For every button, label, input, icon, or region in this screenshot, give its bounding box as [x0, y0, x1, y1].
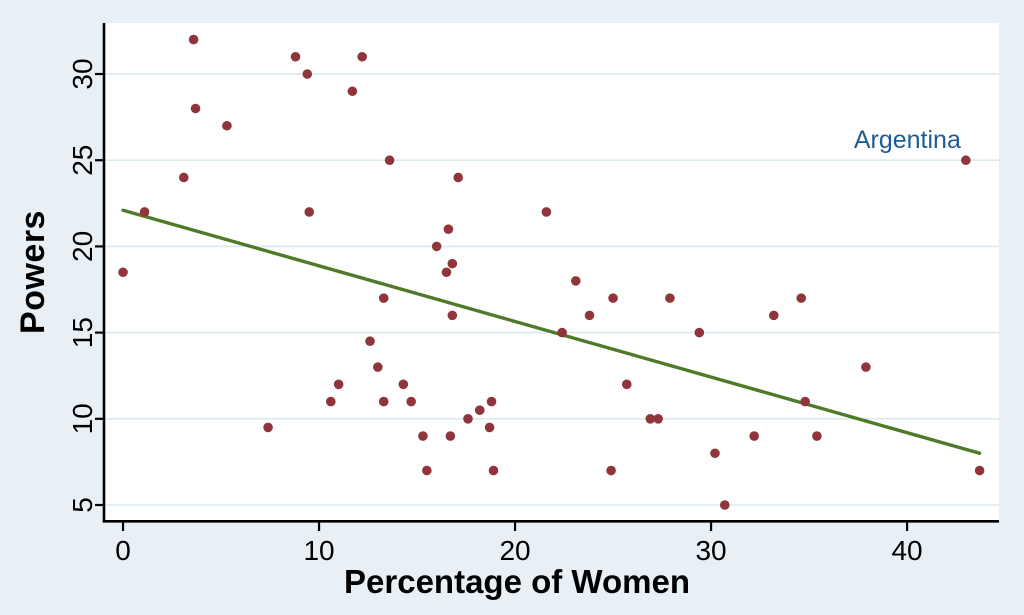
data-point	[749, 431, 759, 441]
data-point	[488, 465, 499, 476]
data-point	[398, 379, 409, 390]
y-tick-label: 15	[67, 317, 98, 348]
data-point	[445, 431, 456, 441]
data-point	[694, 327, 705, 338]
data-point	[302, 69, 313, 79]
data-point	[263, 422, 273, 433]
data-point	[406, 396, 416, 407]
data-point	[645, 414, 656, 424]
data-point	[621, 379, 632, 390]
data-point	[118, 267, 128, 278]
data-point	[447, 310, 458, 321]
x-axis-title: Percentage of Women	[344, 563, 690, 600]
data-point	[861, 362, 871, 372]
x-tick-label: 10	[303, 535, 334, 566]
y-tick-label: 10	[67, 403, 98, 434]
data-point	[484, 422, 495, 433]
data-point	[571, 276, 581, 286]
data-point	[441, 267, 452, 278]
data-point	[326, 396, 336, 407]
data-point	[378, 396, 389, 407]
data-point	[608, 293, 618, 303]
data-point	[974, 465, 985, 476]
x-tick-label: 40	[891, 535, 922, 566]
data-point	[584, 310, 595, 321]
trend-line	[121, 208, 982, 455]
data-point	[463, 414, 473, 424]
data-point	[333, 379, 344, 390]
data-point	[290, 51, 301, 62]
data-point	[961, 155, 971, 166]
data-point	[178, 172, 189, 183]
data-point	[304, 207, 315, 217]
data-point	[222, 120, 232, 131]
y-tick-label: 5	[67, 497, 98, 513]
data-point	[796, 293, 807, 303]
data-point	[800, 396, 810, 407]
y-tick-label: 30	[67, 58, 98, 89]
data-point	[474, 405, 485, 415]
data-point	[357, 51, 367, 62]
data-point	[422, 465, 432, 476]
y-axis-title: Powers	[14, 210, 52, 334]
data-point	[190, 103, 201, 114]
data-point	[447, 258, 458, 269]
data-point	[378, 293, 389, 303]
data-point	[768, 310, 779, 321]
data-point	[431, 241, 442, 252]
x-tick-label: 30	[695, 535, 726, 566]
data-point	[557, 327, 567, 338]
data-point	[710, 448, 720, 459]
data-point	[812, 431, 822, 441]
data-point	[365, 336, 375, 347]
data-point	[418, 431, 428, 441]
data-point	[665, 293, 675, 303]
plot-area	[105, 23, 999, 520]
x-tick-label: 0	[115, 535, 131, 566]
x-tick-label: 20	[499, 535, 530, 566]
annotation-argentina: Argentina	[853, 126, 961, 155]
data-point	[606, 465, 616, 476]
data-point	[653, 414, 663, 424]
data-point	[384, 155, 395, 166]
data-point	[373, 362, 383, 372]
data-point	[188, 34, 199, 45]
data-point	[443, 224, 454, 234]
y-tick-label: 25	[67, 145, 98, 176]
data-point	[541, 207, 552, 217]
data-point	[719, 500, 730, 510]
data-point	[139, 207, 150, 217]
data-point	[347, 86, 358, 97]
data-point	[486, 396, 497, 407]
y-tick-label: 20	[67, 231, 98, 262]
data-point	[453, 172, 464, 183]
